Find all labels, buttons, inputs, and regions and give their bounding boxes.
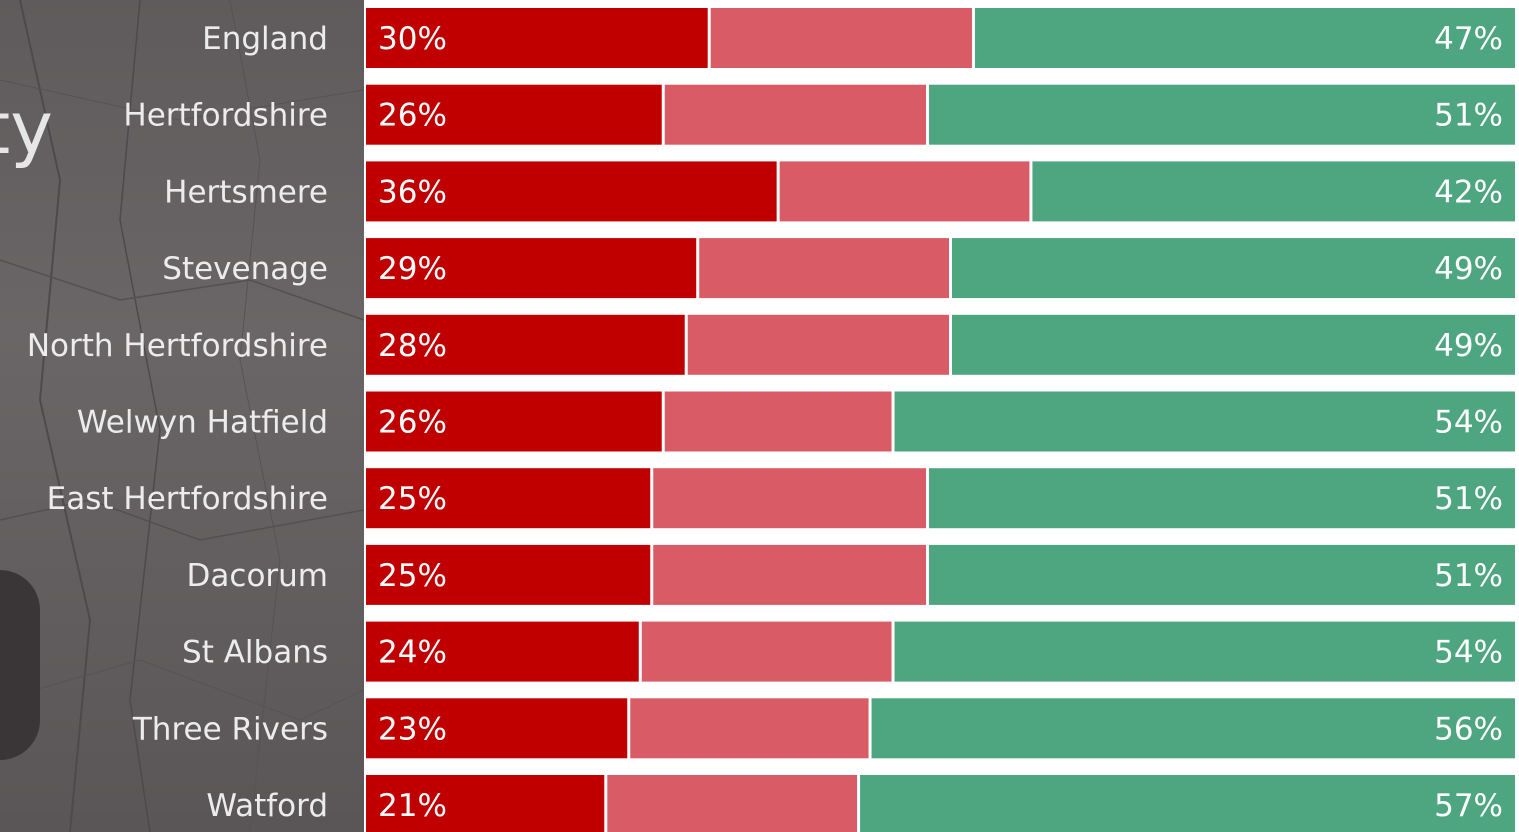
map-texture-background <box>0 0 364 832</box>
data-label: 25% <box>378 481 447 517</box>
data-label: 51% <box>1434 481 1503 517</box>
data-label: 23% <box>378 711 447 747</box>
data-label: 54% <box>1434 635 1503 671</box>
bar-row: England 30% 47% <box>202 8 1515 68</box>
category-label: England <box>202 21 328 57</box>
bar-segment-1 <box>366 8 708 68</box>
data-label: 26% <box>378 98 447 134</box>
bar-row: Hertfordshire 26% 51% <box>123 84 1515 145</box>
data-label: 30% <box>378 21 447 57</box>
bar-segment-2 <box>664 391 892 452</box>
bar-segment-1 <box>366 621 639 682</box>
data-label: 49% <box>1434 328 1503 364</box>
bar-row: Welwyn Hatfield 26% 54% <box>77 391 1515 452</box>
bar-row: Three Rivers 23% 56% <box>132 698 1515 759</box>
data-label: 26% <box>378 405 447 441</box>
bar-segment-1 <box>366 314 685 375</box>
category-label: St Albans <box>182 635 328 671</box>
bar-segment-2 <box>653 468 927 529</box>
data-label: 24% <box>378 635 447 671</box>
bar-segment-2 <box>699 238 949 299</box>
data-label: 49% <box>1434 251 1503 287</box>
bar-segment-1 <box>366 698 628 759</box>
data-label: 51% <box>1434 558 1503 594</box>
label-panel: ty <box>0 0 364 832</box>
bar-segment-3 <box>951 238 1515 299</box>
bar-segment-1 <box>366 468 651 529</box>
bar-segment-2 <box>664 84 927 145</box>
bar-segment-3 <box>951 314 1515 375</box>
data-label: 42% <box>1434 174 1503 210</box>
category-label: East Hertfordshire <box>47 481 328 517</box>
category-label: Dacorum <box>187 558 328 594</box>
bar-row: Watford 21% 57% <box>206 775 1515 832</box>
data-label: 25% <box>378 558 447 594</box>
bar-row: North Hertfordshire 28% 49% <box>27 314 1515 375</box>
data-label: 36% <box>378 174 447 210</box>
bar-segment-1 <box>366 161 777 222</box>
category-label: Welwyn Hatfield <box>77 405 328 441</box>
data-label: 54% <box>1434 405 1503 441</box>
bar-row: Dacorum 25% 51% <box>187 544 1515 605</box>
category-label: North Hertfordshire <box>27 328 328 364</box>
bar-segment-3 <box>929 544 1515 605</box>
data-label: 56% <box>1434 711 1503 747</box>
category-label: Three Rivers <box>132 711 328 747</box>
bar-segment-3 <box>929 468 1515 529</box>
bar-segment-2 <box>630 698 869 759</box>
bar-segment-2 <box>687 314 949 375</box>
bar-segment-2 <box>710 8 972 68</box>
bar-row: Hertsmere 36% 42% <box>164 161 1515 222</box>
bar-segment-1 <box>366 775 605 832</box>
bar-segment-3 <box>871 698 1515 759</box>
dark-map-shape <box>0 570 40 760</box>
bar-segment-1 <box>366 238 697 299</box>
bar-segment-1 <box>366 391 662 452</box>
data-label: 57% <box>1434 788 1503 824</box>
category-label: Watford <box>206 788 328 824</box>
bar-row: St Albans 24% 54% <box>182 621 1515 682</box>
category-label: Hertsmere <box>164 174 328 210</box>
bar-segment-2 <box>641 621 892 682</box>
bar-segment-2 <box>607 775 858 832</box>
bar-segment-2 <box>779 161 1030 222</box>
category-label: Stevenage <box>162 251 328 287</box>
data-label: 21% <box>378 788 447 824</box>
bar-segment-3 <box>894 621 1515 682</box>
partial-title-text: ty <box>0 86 53 170</box>
category-label: Hertfordshire <box>123 98 328 134</box>
bar-row: East Hertfordshire 25% 51% <box>47 468 1515 529</box>
bar-segment-3 <box>860 775 1515 832</box>
bar-segment-1 <box>366 544 651 605</box>
bar-segment-3 <box>929 84 1515 145</box>
data-label: 29% <box>378 251 447 287</box>
data-label: 28% <box>378 328 447 364</box>
bar-row: Stevenage 29% 49% <box>162 238 1515 299</box>
bar-segment-1 <box>366 84 662 145</box>
bar-segment-3 <box>1032 161 1515 222</box>
bar-segment-3 <box>974 8 1515 68</box>
data-label: 51% <box>1434 98 1503 134</box>
bar-segment-2 <box>653 544 927 605</box>
bar-segment-3 <box>894 391 1515 452</box>
data-label: 47% <box>1434 21 1503 57</box>
